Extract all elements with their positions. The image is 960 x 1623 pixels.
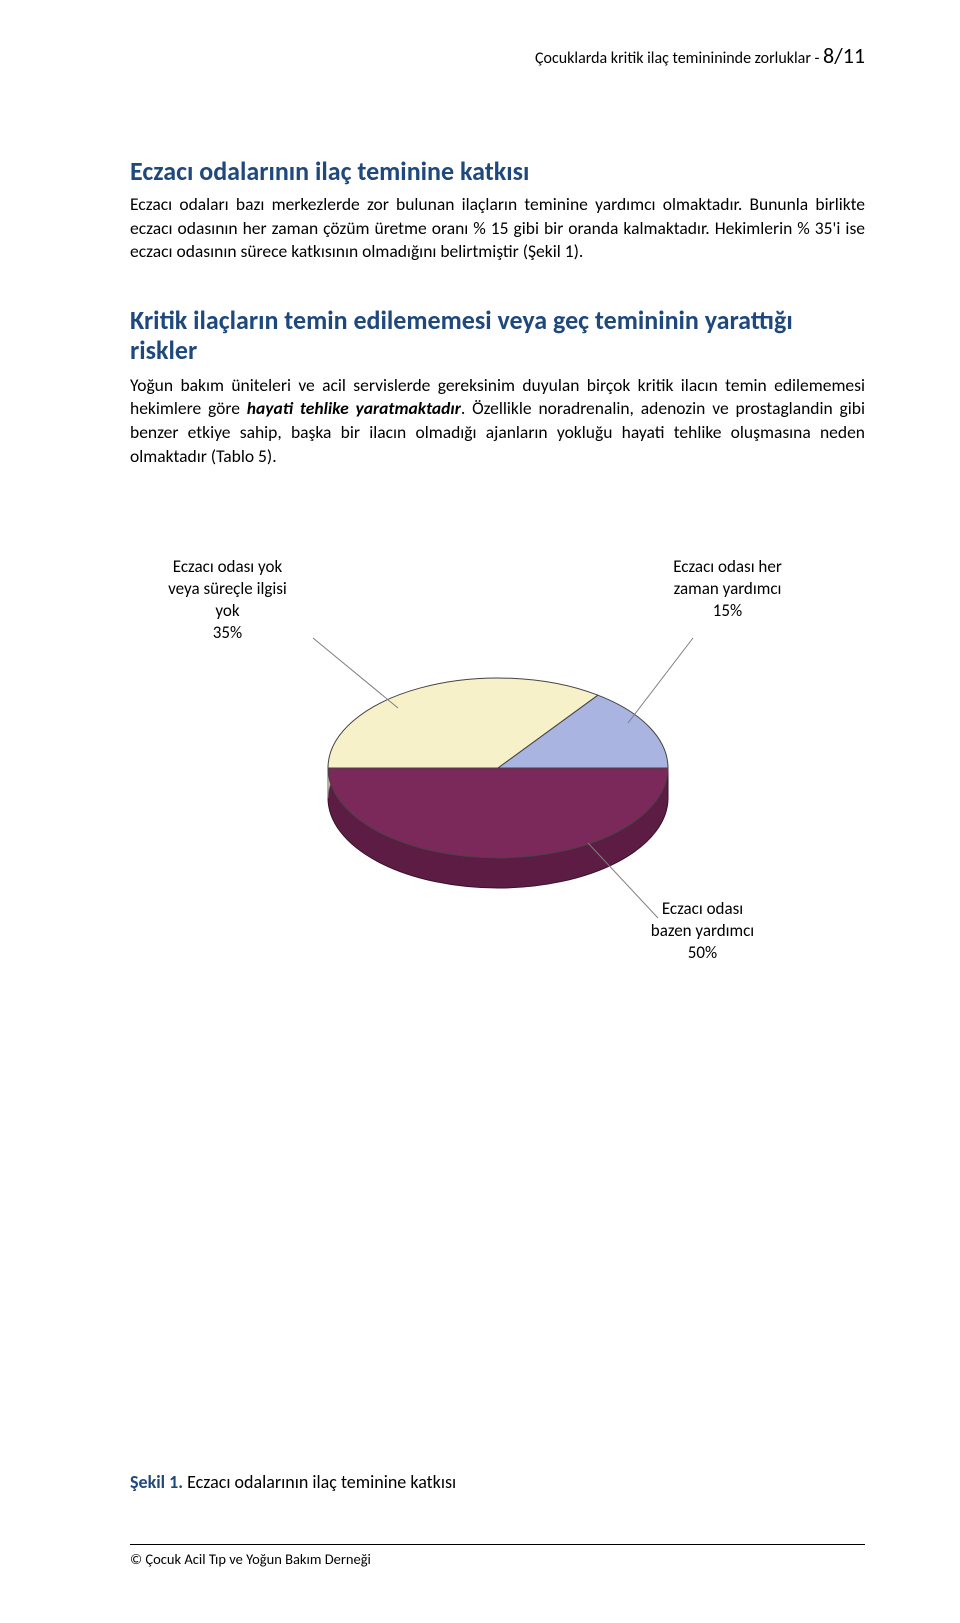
page-number: 8/11 [823,42,865,69]
pie-chart: Eczacı odası yok veya süreçle ilgisi yok… [138,528,858,1028]
section-1-body: Eczacı odaları bazı merkezlerde zor bulu… [130,193,865,264]
pie-label-left-l2: veya süreçle ilgisi [168,578,287,599]
leader-left [313,638,398,708]
figure-caption-text: Eczacı odalarının ilaç teminine katkısı [183,1471,456,1493]
section-2-title: Kritik ilaçların temin edilememesi veya … [130,306,865,366]
pie-label-right: Eczacı odası her zaman yardımcı 15% [628,556,828,622]
running-title: Çocuklarda kritik ilaç teminininde zorlu… [535,49,823,68]
pie-label-right-l3: 15% [713,600,742,621]
footer-text: © Çocuk Acil Tıp ve Yoğun Bakım Derneği [130,1550,371,1568]
figure-number: Şekil 1. [130,1471,183,1493]
pie-chart-svg [288,628,728,968]
section-2-body-emph: hayati tehlike yaratmaktadır [247,397,461,419]
section-2-body: Yoğun bakım üniteleri ve acil servislerd… [130,374,865,469]
pie-label-left-l1: Eczacı odası yok [173,556,282,577]
pie-label-left-l3: yok [215,600,239,621]
figure-caption: Şekil 1. Eczacı odalarının ilaç teminine… [130,1471,456,1493]
leader-right [628,638,693,723]
footer-rule [130,1544,865,1545]
pie-label-right-l2: zaman yardımcı [674,578,782,599]
pie-label-left-l4: 35% [213,622,242,643]
pie-label-right-l1: Eczacı odası her [673,556,782,577]
running-header: Çocuklarda kritik ilaç teminininde zorlu… [535,42,865,69]
section-1-title: Eczacı odalarının ilaç teminine katkısı [130,155,865,187]
